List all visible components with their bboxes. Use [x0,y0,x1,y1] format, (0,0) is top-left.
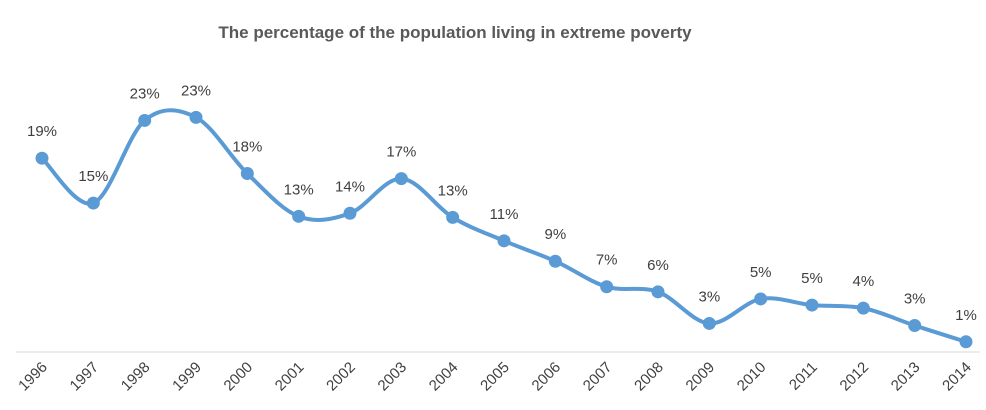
data-label: 7% [596,252,618,269]
x-tick-label: 2013 [888,359,924,395]
x-tick-label: 1996 [15,359,51,395]
x-tick-label: 2004 [426,359,462,395]
data-label: 3% [904,290,926,307]
data-label: 9% [544,226,566,243]
data-label: 15% [78,168,108,185]
x-tick-label: 2014 [939,359,975,395]
marker [292,209,306,223]
x-tick-label: 2002 [323,359,359,395]
marker [754,292,768,306]
x-tick-label: 2001 [272,359,308,395]
data-label: 1% [955,307,977,324]
marker [805,298,819,312]
data-label: 5% [801,270,823,287]
marker [702,316,716,330]
data-label: 13% [438,182,468,199]
x-tick-label: 2011 [786,359,821,394]
data-label: 3% [698,288,720,305]
marker [446,210,460,224]
marker [86,196,100,210]
data-label: 6% [647,257,669,274]
marker [651,285,665,299]
data-label: 17% [386,144,416,161]
marker [240,167,254,180]
marker [908,318,922,332]
data-label: 13% [284,181,314,198]
x-tick-label: 1999 [169,359,205,395]
data-label: 23% [181,82,211,99]
x-tick-label: 1998 [118,359,154,395]
marker [35,151,49,165]
data-label: 19% [27,123,57,140]
marker [959,335,973,349]
marker [138,113,152,127]
x-tick-label: 2009 [683,359,719,395]
x-tick-label: 2006 [529,359,565,395]
data-label: 11% [490,206,519,223]
line [40,108,967,344]
marker [497,234,511,248]
marker [343,206,357,220]
marker [189,110,203,124]
data-label: 4% [852,273,874,290]
data-label: 18% [232,139,262,156]
x-tick-label: 2005 [477,359,513,395]
x-tick-label: 2008 [631,359,667,395]
marker [394,172,408,186]
x-tick-label: 2003 [375,359,411,395]
chart-title: The percentage of the population living … [218,23,692,42]
marker [548,254,562,268]
marker [600,280,614,294]
data-label: 23% [130,85,160,102]
data-label: 14% [335,178,365,195]
marker [856,301,870,315]
data-label: 5% [750,264,772,281]
x-tick-label: 2000 [221,359,257,395]
x-tick-label: 2012 [837,359,873,395]
x-tick-label: 2007 [580,359,616,395]
x-tick-label: 1997 [67,359,103,395]
x-tick-label: 2010 [734,359,770,395]
